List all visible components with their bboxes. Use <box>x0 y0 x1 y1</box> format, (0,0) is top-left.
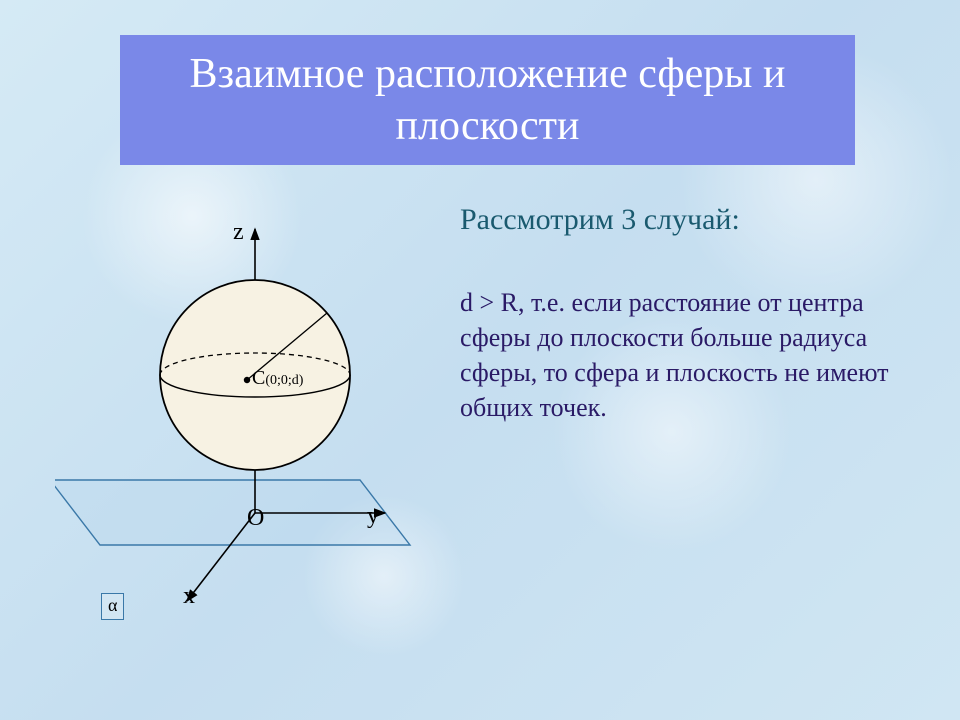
sphere-center-point <box>244 377 250 383</box>
y-axis-label: y <box>367 503 379 530</box>
z-axis-label: z <box>233 219 244 246</box>
subtitle: Рассмотрим 3 случай: <box>460 203 740 237</box>
body-paragraph: d > R, т.е. если расстояние от центра сф… <box>460 285 890 425</box>
title-box: Взаимное расположение сферы и плоскости <box>120 35 855 165</box>
x-axis-label: x <box>183 583 195 610</box>
slide-title: Взаимное расположение сферы и плоскости <box>140 48 835 153</box>
origin-label: O <box>247 505 264 532</box>
center-label-c: C <box>252 367 265 389</box>
diagram-svg <box>55 215 435 645</box>
plane-alpha-label: α <box>101 593 124 620</box>
center-label: C(0;0;d) <box>252 367 303 390</box>
sphere-plane-diagram: z y x O C(0;0;d) α <box>55 215 435 645</box>
center-label-coords: (0;0;d) <box>265 373 303 388</box>
